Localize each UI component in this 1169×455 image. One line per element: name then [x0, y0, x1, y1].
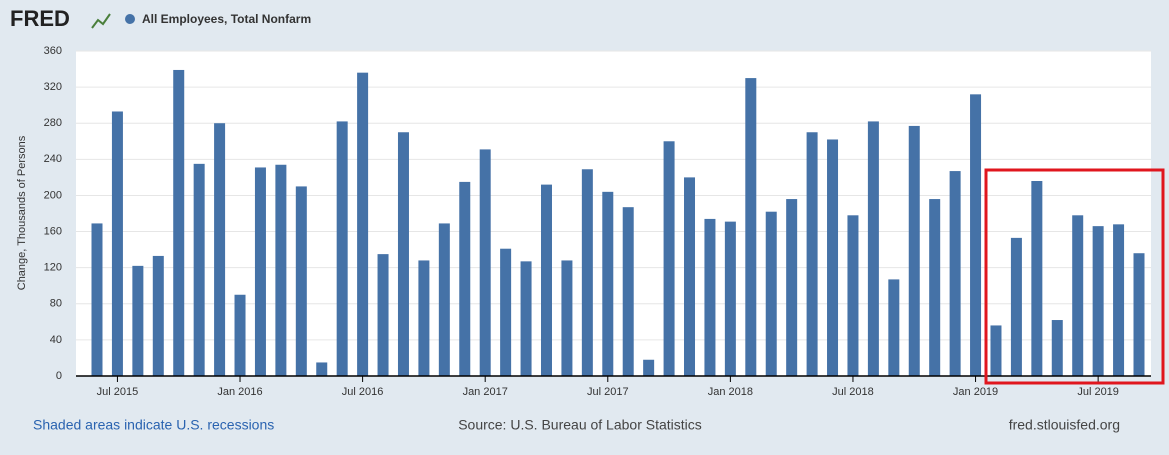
bar — [622, 207, 634, 376]
x-tick-label: Jan 2018 — [708, 386, 753, 398]
logo: FRED — [10, 6, 70, 31]
bar — [520, 261, 532, 376]
bar — [540, 184, 552, 376]
bar — [254, 167, 266, 376]
y-tick-label: 240 — [44, 153, 62, 165]
x-tick-label: Jul 2019 — [1077, 386, 1119, 398]
bar — [295, 186, 307, 376]
x-tick-label: Jan 2016 — [217, 386, 262, 398]
legend-swatch — [125, 14, 135, 24]
bar — [500, 248, 512, 376]
bar — [1113, 224, 1125, 376]
bar — [438, 223, 450, 376]
bar — [152, 255, 164, 376]
bar — [1072, 215, 1084, 376]
bar — [214, 123, 226, 376]
bar — [316, 362, 328, 376]
bar — [949, 171, 961, 376]
y-tick-label: 160 — [44, 225, 62, 237]
y-tick-label: 280 — [44, 117, 62, 129]
bar — [602, 191, 614, 376]
bar — [745, 78, 757, 376]
bar — [459, 181, 471, 376]
y-tick-label: 120 — [44, 262, 62, 274]
bar — [581, 169, 593, 376]
source: Source: U.S. Bureau of Labor Statistics — [458, 417, 702, 433]
y-tick-label: 200 — [44, 189, 62, 201]
bar — [806, 132, 818, 376]
x-tick-label: Jul 2018 — [832, 386, 874, 398]
bar — [990, 325, 1002, 376]
bar — [234, 294, 246, 376]
bar — [561, 260, 573, 376]
y-tick-label: 360 — [44, 45, 62, 57]
bar — [724, 221, 736, 376]
site[interactable]: fred.stlouisfed.org — [1009, 417, 1120, 433]
bar — [827, 139, 839, 376]
bar — [663, 141, 675, 376]
bar — [336, 121, 348, 377]
bar — [684, 177, 696, 376]
x-tick-label: Jan 2019 — [953, 386, 998, 398]
bar — [1010, 237, 1022, 376]
x-tick-label: Jul 2016 — [342, 386, 384, 398]
bar — [1051, 320, 1063, 376]
bar — [970, 94, 982, 376]
bar — [377, 254, 389, 376]
y-axis-label: Change, Thousands of Persons — [16, 135, 28, 290]
recession-note[interactable]: Shaded areas indicate U.S. recessions — [33, 417, 274, 433]
y-tick-label: 320 — [44, 81, 62, 93]
bar — [132, 265, 144, 376]
bar — [418, 260, 430, 376]
bar — [1031, 181, 1043, 376]
bar — [704, 218, 716, 376]
bar — [111, 111, 123, 376]
legend-label: All Employees, Total Nonfarm — [142, 12, 311, 26]
y-tick-label: 80 — [50, 298, 62, 310]
bar — [1092, 226, 1104, 376]
bar — [173, 69, 185, 376]
bar-group — [91, 69, 1145, 377]
bar — [786, 199, 798, 376]
bar — [867, 121, 879, 377]
bar — [908, 125, 920, 376]
highlight-box — [984, 168, 1165, 385]
logo-icon — [91, 13, 111, 29]
bar — [91, 223, 103, 376]
bar — [357, 72, 369, 377]
bar — [397, 132, 409, 376]
bar — [929, 199, 941, 376]
x-tick-label: Jan 2017 — [463, 386, 508, 398]
bar — [847, 215, 859, 376]
bar — [275, 164, 287, 376]
bar — [193, 163, 205, 376]
bar — [643, 359, 655, 376]
bar — [479, 149, 491, 376]
y-tick-label: 40 — [50, 334, 62, 346]
x-tick-label: Jul 2017 — [587, 386, 629, 398]
x-tick-label: Jul 2015 — [97, 386, 139, 398]
y-tick-label: 0 — [56, 370, 62, 382]
bar — [765, 211, 777, 376]
bar — [1133, 253, 1145, 376]
bar — [888, 279, 900, 376]
